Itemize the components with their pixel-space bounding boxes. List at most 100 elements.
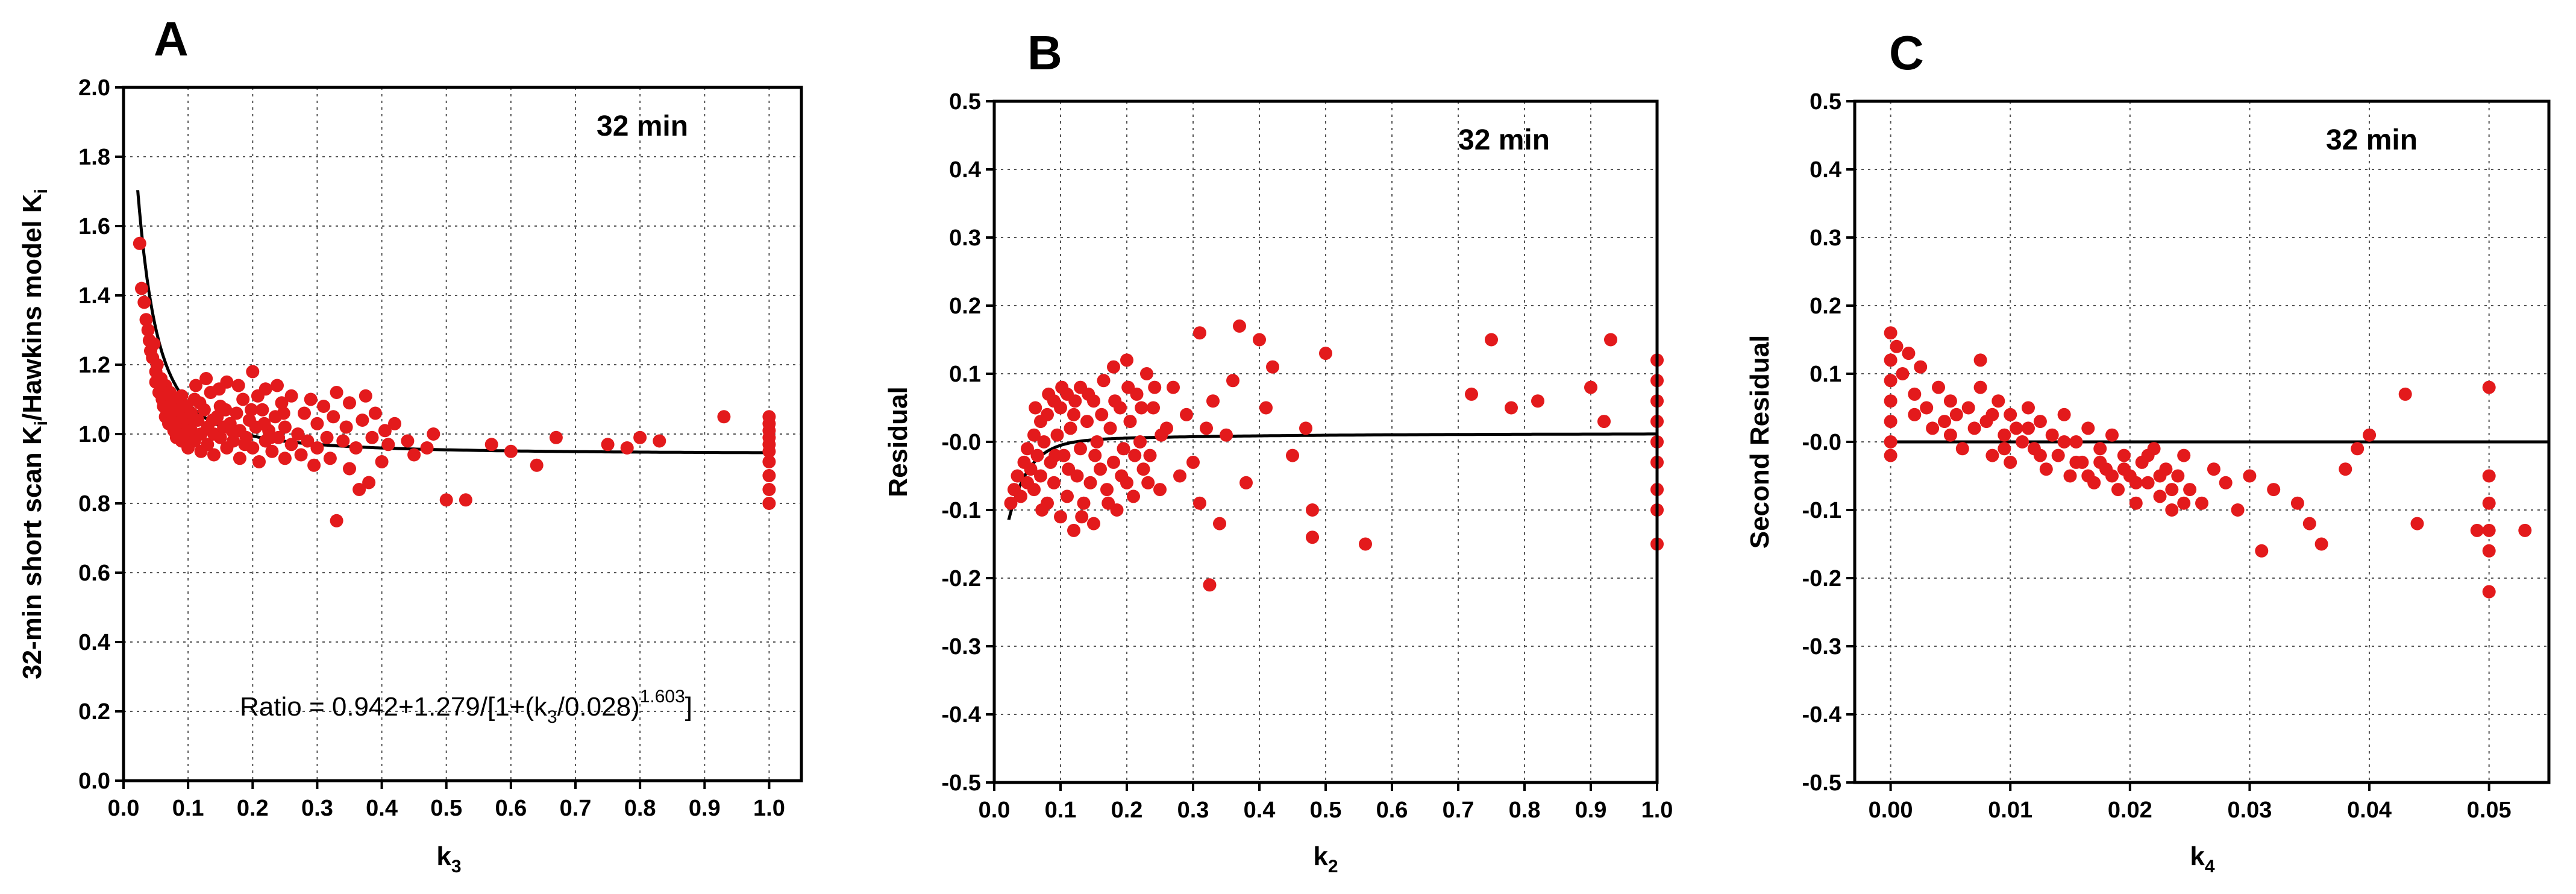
b-x-tick-label: 0.6: [1376, 798, 1408, 823]
b-data-point: [1306, 530, 1319, 544]
a-data-point: [601, 438, 615, 452]
a-data-point: [199, 372, 213, 385]
b-data-point: [1027, 483, 1041, 497]
c-data-point: [1961, 401, 1975, 415]
a-x-tick-label: 0.2: [237, 796, 269, 821]
b-data-point: [1054, 401, 1067, 415]
c-data-point: [2141, 476, 2155, 489]
a-x-tick-label: 0.5: [430, 796, 462, 821]
b-y-tick-label: -0.3: [942, 634, 981, 659]
c-data-point: [1938, 415, 1951, 429]
panel-c-letter: C: [1889, 26, 1924, 80]
b-y-tick-label: 0.5: [949, 89, 981, 115]
a-data-point: [278, 452, 292, 465]
a-x-tick-label: 1.0: [753, 796, 785, 821]
a-data-point: [378, 424, 392, 438]
c-data-point: [2518, 523, 2532, 537]
panel-b-annotation: 32 min: [1458, 124, 1550, 156]
a-data-point: [427, 427, 440, 441]
b-data-point: [1319, 347, 1332, 360]
c-data-point: [2069, 435, 2083, 449]
c-data-point: [2219, 476, 2233, 489]
b-data-point: [1141, 476, 1155, 489]
b-data-point: [1024, 462, 1038, 476]
b-data-point: [1133, 435, 1147, 449]
a-data-point: [225, 424, 239, 438]
b-data-point: [1200, 421, 1213, 435]
a-data-point: [362, 476, 376, 489]
a-data-point: [343, 462, 356, 476]
a-data-point: [407, 448, 421, 462]
a-y-tick-label: 1.2: [78, 353, 110, 378]
c-data-point: [2022, 421, 2035, 435]
b-data-point: [1140, 367, 1153, 380]
b-data-point: [1075, 510, 1089, 524]
b-data-point: [1062, 462, 1076, 476]
c-x-tick-label: 0.00: [1869, 798, 1913, 823]
b-data-point: [1120, 353, 1133, 367]
b-data-point: [1220, 428, 1233, 442]
a-data-point: [320, 430, 334, 444]
c-data-point: [1955, 442, 1969, 456]
b-data-point: [1127, 489, 1140, 503]
c-data-point: [1932, 380, 1945, 394]
c-data-point: [2482, 544, 2496, 558]
panel-c: C 0.00 0.01 0.02 0.03 0.04 0.05 -0.5 -0.4 -0.3 -0…: [1745, 26, 2551, 877]
a-data-point: [265, 444, 279, 458]
b-x-tick-label: 0.4: [1244, 798, 1276, 823]
a-data-point: [252, 455, 266, 468]
b-x-tick-label: 0.5: [1310, 798, 1342, 823]
b-data-point: [1359, 537, 1372, 551]
b-data-point: [1095, 408, 1109, 421]
a-data-point: [212, 382, 226, 396]
a-data-point: [530, 458, 544, 472]
c-data-point: [2093, 455, 2107, 469]
c-data-point: [2010, 421, 2023, 435]
a-x-tick-label: 0.8: [624, 796, 656, 821]
c-data-point: [1902, 347, 1916, 360]
b-data-point: [1054, 510, 1067, 524]
c-data-point: [2141, 449, 2155, 462]
a-x-tick-label: 0.0: [108, 796, 140, 821]
a-x-tick-label: 0.7: [560, 796, 592, 821]
b-data-point: [1103, 421, 1117, 435]
a-data-point: [236, 392, 250, 406]
a-data-point: [193, 396, 207, 410]
c-data-point: [1914, 360, 1928, 374]
a-data-point: [762, 455, 776, 468]
a-data-point: [762, 497, 776, 510]
a-data-point: [339, 420, 353, 434]
b-data-point: [1108, 394, 1122, 408]
b-data-point: [1465, 387, 1478, 401]
c-data-point: [1967, 421, 1981, 435]
b-data-point: [1034, 469, 1047, 483]
c-data-point: [1998, 428, 2011, 442]
c-data-point: [1908, 387, 1922, 401]
b-data-point: [1180, 408, 1193, 421]
b-data-point: [1597, 415, 1611, 429]
a-x-tick-label: 0.4: [366, 796, 398, 821]
panel-b-x-axis-label: k2: [1313, 842, 1338, 877]
b-data-point: [1107, 455, 1120, 469]
a-data-point: [213, 430, 227, 444]
b-data-point: [1088, 449, 1102, 462]
c-x-tick-label: 0.05: [2467, 798, 2512, 823]
c-data-point: [2302, 517, 2316, 530]
a-data-point: [163, 386, 177, 399]
b-data-point: [1047, 476, 1061, 489]
c-data-point: [1943, 394, 1957, 408]
a-x-tick-label: 0.6: [495, 796, 527, 821]
a-data-point: [278, 420, 292, 434]
a-data-point: [388, 417, 401, 430]
panel-a-y-axis-label: 32-min short scan Ki/Hawkins model Ki: [17, 189, 51, 679]
c-data-point: [1998, 442, 2011, 456]
b-data-point: [1067, 408, 1080, 421]
c-data-point: [1943, 428, 1957, 442]
c-data-point: [1920, 401, 1934, 415]
a-data-point: [323, 452, 337, 465]
c-data-point: [2022, 401, 2035, 415]
b-data-point: [1102, 496, 1115, 510]
c-data-point: [2153, 489, 2167, 503]
c-data-point: [2243, 469, 2257, 483]
c-data-point: [2093, 442, 2107, 456]
